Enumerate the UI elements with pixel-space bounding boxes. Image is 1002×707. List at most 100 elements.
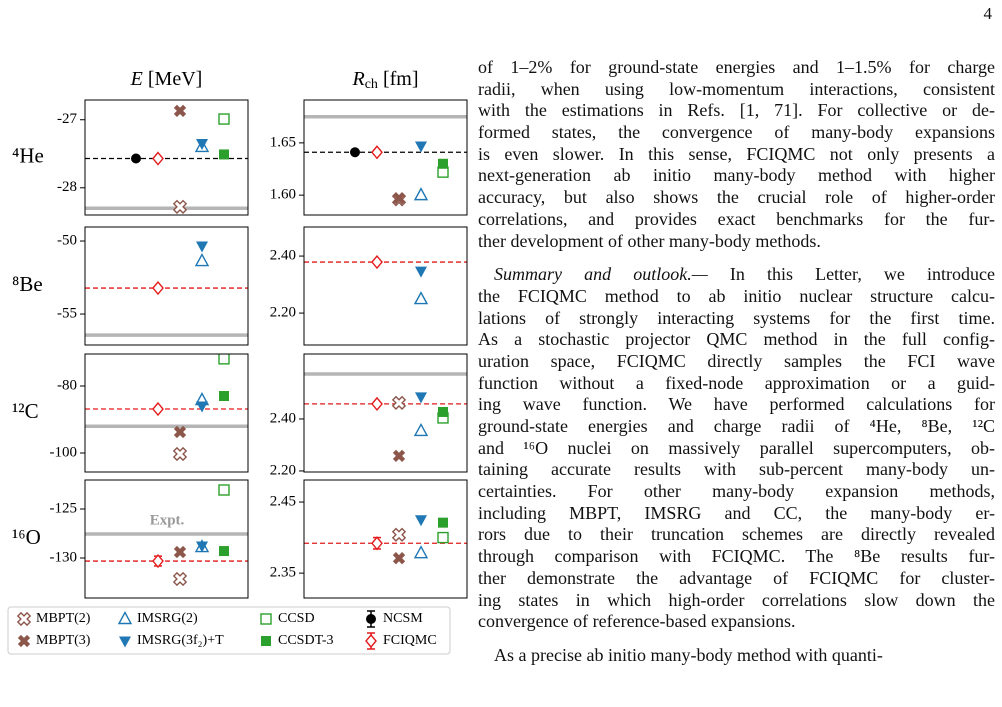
line-text: In this Letter, we introduce [729, 264, 996, 285]
figure: E [MeV] Rch [fm] ⁴He ⁸Be ¹²C ¹⁶O -28 -27 1.60 1.65 -… [7, 68, 468, 655]
title-subscript: ch [365, 77, 378, 92]
panel-frame [84, 479, 249, 599]
panel: 2.35 2.45 [270, 479, 468, 599]
marker [172, 571, 188, 587]
y-tick-label: 1.60 [270, 187, 296, 203]
legend-label: IMSRG(3f₂)+T [137, 633, 224, 648]
plot-area [85, 241, 248, 337]
title-symbol: R [352, 68, 365, 90]
row-label: ⁴He [12, 143, 44, 167]
marker [196, 241, 208, 253]
y-tick-label: -55 [57, 305, 77, 321]
text-line: formed states, the convergence of many-b… [478, 122, 995, 143]
marker [152, 280, 164, 296]
legend-label: NCSM [383, 611, 423, 626]
expt-label: Expt. [150, 512, 185, 528]
text-line: through comparison with FCIQMC. The ⁸Be … [478, 546, 995, 567]
marker [350, 147, 360, 158]
marker [131, 153, 141, 164]
marker [438, 517, 448, 528]
text-line: ther demonstrate the advantage of FCIQMC… [478, 567, 995, 588]
paragraph: Summary and outlook.— In this Letter, we… [478, 264, 995, 633]
panel-frame [303, 99, 468, 216]
text-line: is even slower. In this sense, FCIQMC no… [478, 143, 995, 164]
marker [196, 401, 208, 413]
y-tick-label: -28 [57, 179, 77, 195]
plot-area [304, 254, 467, 305]
legend-label: CCSDT-3 [278, 633, 334, 648]
row-label: ¹⁶O [12, 525, 41, 549]
marker [172, 446, 188, 462]
legend-frame [7, 606, 451, 655]
plot-area: Expt. [85, 484, 248, 587]
text-line: Summary and outlook.— In this Letter, we… [478, 264, 995, 286]
panel: -55 -50 [57, 226, 249, 346]
text-line: As a stochastic projector QMC method in … [478, 329, 995, 350]
marker [219, 149, 229, 160]
marker [371, 536, 383, 551]
marker [218, 484, 230, 496]
marker [415, 266, 427, 278]
panel-frame [84, 353, 249, 473]
text-line: radii, when using low-momentum interacti… [478, 78, 995, 99]
text-line: taining accurate results with sub-percen… [478, 459, 995, 480]
y-tick-label: -100 [50, 444, 78, 460]
marker [173, 104, 187, 118]
y-tick-label: 1.65 [270, 134, 296, 150]
text-line: correlations, and provides exact benchma… [478, 208, 995, 229]
marker [219, 546, 229, 557]
y-tick-label: -80 [57, 377, 77, 393]
marker [196, 541, 208, 553]
y-tick-label: -50 [57, 232, 77, 248]
marker [196, 139, 208, 151]
text-line: uration space, FCIQMC directly samples t… [478, 350, 995, 371]
marker [152, 401, 164, 417]
legend-marker [261, 636, 271, 646]
legend-marker [119, 636, 131, 648]
marker [438, 158, 448, 169]
marker [173, 425, 187, 439]
panel-frame [84, 226, 249, 346]
panel: Expt. -130 -125 [50, 479, 249, 599]
text-line: including MBPT, IMSRG and CC, the many-b… [478, 502, 995, 523]
y-tick-label: -27 [57, 111, 77, 127]
marker [415, 515, 427, 527]
marker [172, 199, 188, 214]
marker [415, 392, 427, 404]
y-tick-label: 2.45 [270, 493, 296, 509]
title-unit: [fm] [383, 68, 419, 90]
panel-frame [84, 99, 249, 216]
marker [438, 406, 448, 417]
text-line: ing wave function. We have performed cal… [478, 394, 995, 415]
legend-label: CCSD [278, 611, 315, 626]
marker [413, 545, 429, 559]
text-line: of 1–2% for ground-state energies and 1–… [478, 57, 995, 77]
legend-label: MBPT(3) [36, 633, 91, 648]
panel: -28 -27 [57, 99, 249, 216]
marker [413, 422, 429, 437]
text-line: lations of strongly interacting systems … [478, 307, 995, 328]
marker [413, 187, 429, 201]
text-column: of 1–2% for ground-state energies and 1–… [478, 57, 995, 679]
section-heading: Summary and outlook.— [494, 264, 708, 285]
marker [152, 553, 164, 569]
legend-label: FCIQMC [383, 633, 437, 648]
legend: MBPT(2) MBPT(3) IMSRG(2) IMSRG(3f₂)+T CCSD CC… [7, 606, 451, 655]
text-line: ing states in which high-order correlati… [478, 589, 995, 610]
text-line: next-generation ab initio many-body meth… [478, 165, 995, 186]
marker [415, 141, 427, 153]
panel-frame [303, 226, 468, 346]
plot-area [85, 354, 248, 462]
y-tick-label: 2.40 [270, 248, 296, 264]
legend-label: MBPT(2) [36, 611, 91, 626]
marker [173, 545, 187, 559]
marker [391, 527, 407, 542]
text-line: convergence of reference-based expansion… [478, 611, 796, 632]
text-line: with the estimations in Refs. [1, 71]. F… [478, 100, 995, 121]
y-tick-label: -130 [50, 549, 78, 565]
marker [218, 354, 230, 365]
panel-frame [303, 353, 468, 473]
paragraph: of 1–2% for ground-state energies and 1–… [478, 57, 995, 252]
column-title: Rch [fm] [352, 68, 419, 93]
